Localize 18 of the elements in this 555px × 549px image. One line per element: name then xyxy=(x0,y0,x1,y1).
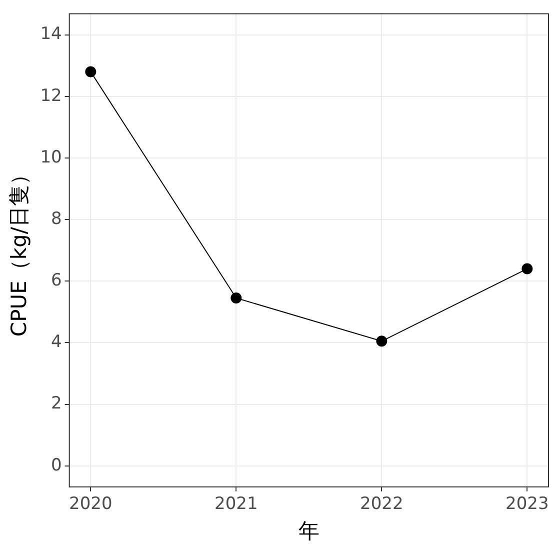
y-tick-label: 6 xyxy=(51,270,62,291)
point xyxy=(85,66,96,78)
point xyxy=(230,292,242,304)
x-tick-label: 2022 xyxy=(360,494,404,514)
point xyxy=(376,336,388,347)
x-tick-label: 2020 xyxy=(69,494,112,514)
y-tick-label: 8 xyxy=(51,208,62,229)
point xyxy=(522,263,533,274)
y-tick-label: 0 xyxy=(51,455,62,476)
x-tick-label: 2021 xyxy=(214,494,258,514)
y-tick-label: 14 xyxy=(40,24,62,44)
y-tick-label: 4 xyxy=(51,332,62,352)
x-tick-label: 2023 xyxy=(506,494,549,514)
y-tick-label: 12 xyxy=(40,86,62,106)
y-tick-label: 10 xyxy=(40,147,62,168)
y-tick-label: 2 xyxy=(51,394,62,414)
x-axis-title: 年 xyxy=(298,518,320,543)
y-axis-title: CPUE（kg/日隻） xyxy=(7,164,32,337)
